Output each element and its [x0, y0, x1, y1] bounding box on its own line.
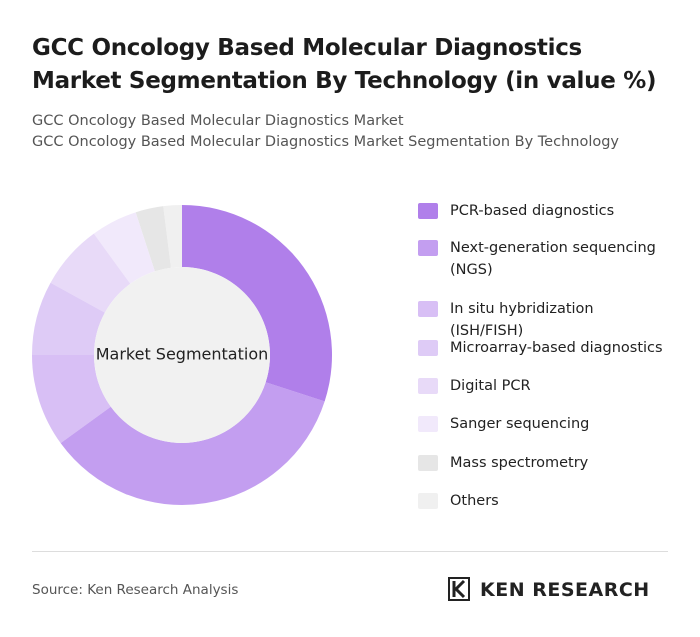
- donut-chart: Market Segmentation: [32, 205, 332, 505]
- donut-segment: [50, 233, 131, 313]
- legend-item: Sanger sequencing: [418, 413, 670, 435]
- legend-label: Next-generation sequencing (NGS): [450, 240, 656, 278]
- donut-segment: [60, 382, 325, 505]
- legend-swatch: [418, 493, 438, 509]
- title: GCC Oncology Based Molecular Diagnostics…: [32, 35, 657, 94]
- legend-swatch: [418, 301, 438, 317]
- legend-label: Others: [450, 493, 499, 509]
- legend-item: Digital PCR: [418, 375, 670, 397]
- legend-swatch: [418, 340, 438, 356]
- legend-item: In situ hybridization (ISH/FISH): [418, 298, 670, 342]
- donut-segment: [93, 212, 155, 284]
- source: Source: Ken Research Analysis: [32, 582, 239, 598]
- legend-item: Microarray-based diagnostics: [418, 337, 670, 359]
- legend-label: Microarray-based diagnostics: [450, 340, 663, 356]
- legend-swatch: [418, 203, 438, 219]
- subtitle: GCC Oncology Based Molecular Diagnostics…: [32, 134, 620, 150]
- legend-item: Mass spectrometry: [418, 452, 670, 474]
- legend-label: PCR-based diagnostics: [450, 203, 615, 219]
- donut-segment: [32, 282, 105, 355]
- legend-swatch: [418, 378, 438, 394]
- legend-item: Others: [418, 490, 670, 512]
- legend-item: PCR-based diagnostics: [418, 200, 670, 222]
- brand-logo: [448, 577, 470, 601]
- legend-swatch: [418, 455, 438, 471]
- legend-label: Sanger sequencing: [450, 416, 590, 432]
- donut-hole: [94, 267, 270, 443]
- subtitle: GCC Oncology Based Molecular Diagnostics…: [32, 113, 404, 129]
- donut-segment: [163, 205, 182, 268]
- center-label: Market Segmentation: [96, 345, 269, 364]
- legend-swatch: [418, 240, 438, 256]
- donut-segment: [182, 205, 332, 402]
- legend-label: Digital PCR: [450, 378, 531, 394]
- divider: [32, 551, 668, 552]
- legend-item: Next-generation sequencing (NGS): [418, 237, 670, 281]
- donut-segment: [32, 355, 111, 444]
- legend-label: Mass spectrometry: [450, 455, 589, 471]
- brand: KEN RESEARCH: [480, 579, 650, 601]
- legend-swatch: [418, 416, 438, 432]
- legend-label: In situ hybridization (ISH/FISH): [450, 301, 594, 339]
- donut-segment: [135, 206, 171, 272]
